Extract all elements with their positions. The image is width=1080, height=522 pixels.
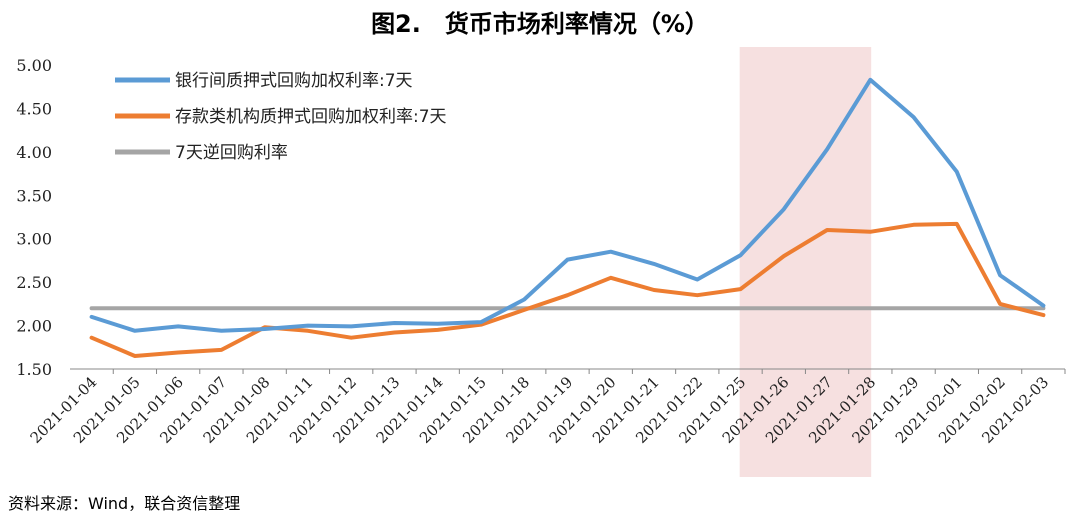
y-tick-label: 1.50: [16, 360, 52, 379]
legend-label-2: 7天逆回购利率: [175, 143, 288, 163]
y-tick-label: 3.50: [16, 186, 52, 205]
highlight-region: [739, 47, 872, 477]
chart-title: 图2. 货币市场利率情况（%）: [371, 10, 709, 38]
y-tick-label: 2.50: [16, 273, 52, 292]
y-tick-label: 4.00: [16, 143, 52, 162]
series-line-1: [89, 221, 1046, 358]
highlight-region-layer: [739, 47, 872, 477]
legend-label-1: 存款类机构质押式回购加权利率:7天: [175, 107, 447, 127]
y-tick-label: 2.00: [16, 317, 52, 336]
series-layer: [89, 77, 1046, 358]
y-tick-label: 4.50: [16, 99, 52, 118]
line-chart: 1.502.002.503.003.504.004.505.002021-01-…: [16, 47, 1066, 477]
series-line-0: [89, 77, 1046, 333]
y-tick-label: 5.00: [16, 56, 52, 75]
legend-label-0: 银行间质押式回购加权利率:7天: [175, 71, 413, 91]
y-tick-label: 3.00: [16, 230, 52, 249]
source-note: 资料来源：Wind，联合资信整理: [8, 494, 241, 513]
